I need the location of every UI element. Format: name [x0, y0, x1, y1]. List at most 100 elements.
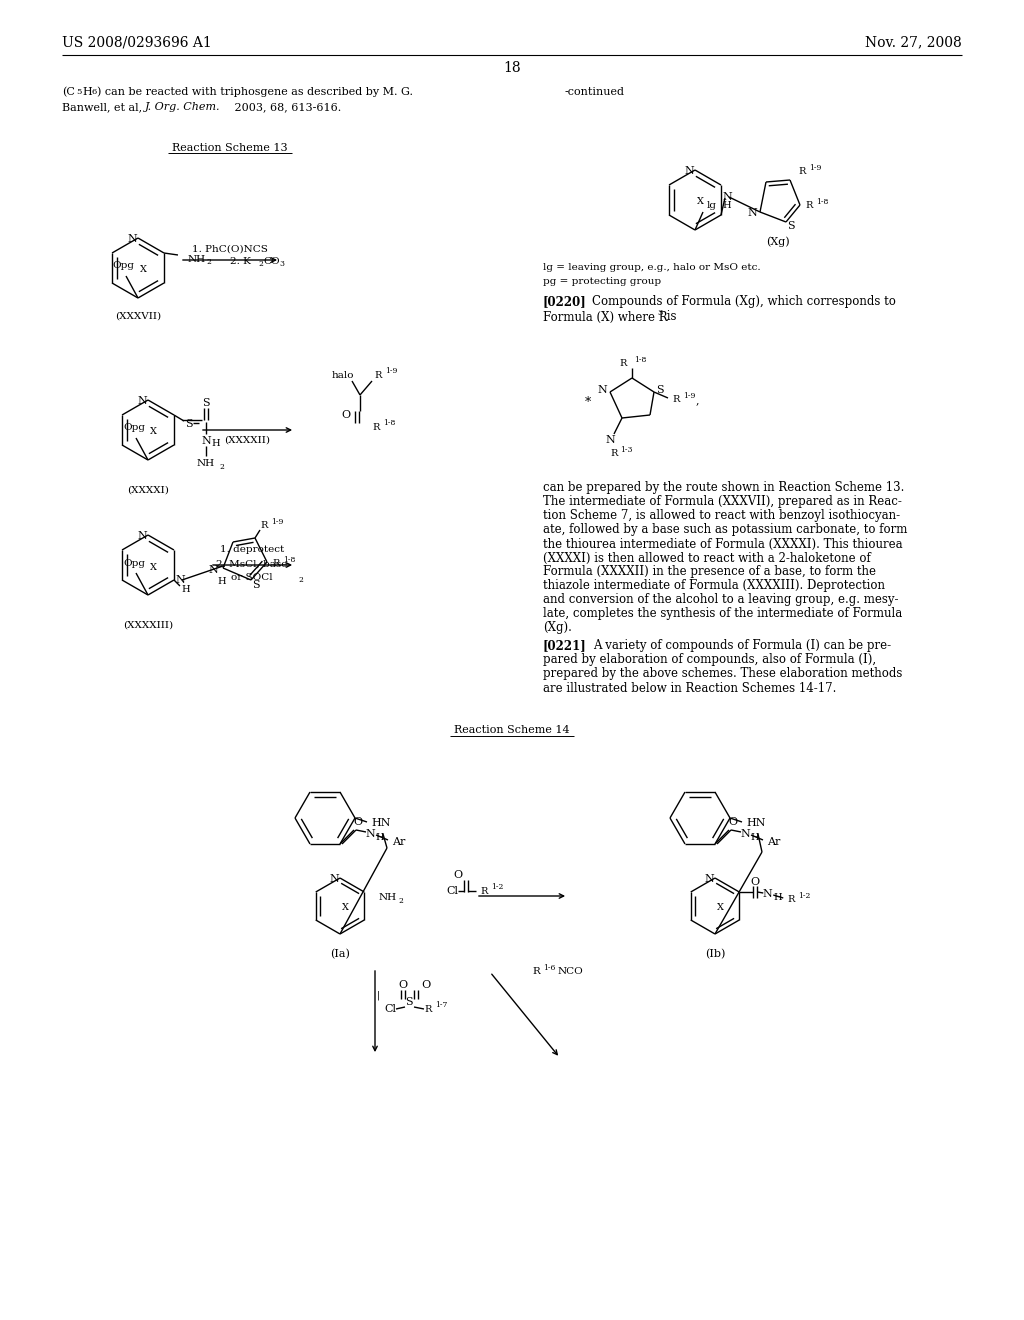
- Text: Compounds of Formula (Xg), which corresponds to: Compounds of Formula (Xg), which corresp…: [592, 296, 896, 309]
- Text: S: S: [252, 579, 260, 590]
- Text: tion Scheme 7, is allowed to react with benzoyl isothiocyan-: tion Scheme 7, is allowed to react with …: [543, 510, 900, 523]
- Text: ,: ,: [696, 395, 699, 405]
- Text: 1-8: 1-8: [816, 198, 828, 206]
- Text: 1-8: 1-8: [634, 356, 646, 364]
- Text: -continued: -continued: [565, 87, 625, 96]
- Text: R: R: [787, 895, 795, 904]
- Text: US 2008/0293696 A1: US 2008/0293696 A1: [62, 36, 212, 49]
- Text: N: N: [137, 396, 146, 407]
- Text: ate, followed by a base such as potassium carbonate, to form: ate, followed by a base such as potassiu…: [543, 524, 907, 536]
- Text: lg = leaving group, e.g., halo or MsO etc.: lg = leaving group, e.g., halo or MsO et…: [543, 264, 761, 272]
- Text: HN: HN: [746, 818, 766, 828]
- Text: 1-7: 1-7: [435, 1001, 447, 1008]
- Text: N: N: [605, 436, 614, 445]
- Text: late, completes the synthesis of the intermediate of Formula: late, completes the synthesis of the int…: [543, 607, 902, 620]
- Text: N: N: [763, 888, 772, 899]
- Text: O: O: [751, 876, 760, 887]
- Text: 2. MsCl, base: 2. MsCl, base: [216, 560, 288, 569]
- Text: 2: 2: [206, 257, 211, 267]
- Text: 1-9: 1-9: [271, 517, 284, 525]
- Text: CO: CO: [263, 257, 280, 267]
- Text: [0221]: [0221]: [543, 639, 587, 652]
- Text: N: N: [705, 874, 714, 884]
- Text: R: R: [610, 450, 617, 458]
- Text: 3: 3: [279, 260, 284, 268]
- Text: R: R: [260, 521, 267, 531]
- Text: X: X: [139, 265, 146, 275]
- Text: O: O: [341, 411, 350, 420]
- Text: 5: 5: [76, 88, 81, 96]
- Text: N: N: [175, 576, 185, 585]
- Text: 6: 6: [91, 88, 96, 96]
- Text: 2: 2: [398, 898, 403, 906]
- Text: 1-9: 1-9: [809, 164, 821, 172]
- Text: 2: 2: [219, 463, 224, 471]
- Text: N: N: [137, 531, 146, 541]
- Text: Opg: Opg: [123, 558, 145, 568]
- Text: H: H: [218, 578, 226, 586]
- Text: [0220]: [0220]: [543, 296, 587, 309]
- Text: 1-2: 1-2: [490, 883, 504, 891]
- Text: 2: 2: [298, 576, 303, 583]
- Text: (Xg): (Xg): [766, 236, 790, 247]
- Text: the thiourea intermediate of Formula (XXXXI). This thiourea: the thiourea intermediate of Formula (XX…: [543, 537, 902, 550]
- Text: Reaction Scheme 14: Reaction Scheme 14: [455, 725, 569, 735]
- Text: (C: (C: [62, 87, 75, 98]
- Text: 1-9: 1-9: [385, 367, 397, 375]
- Text: R: R: [374, 371, 381, 380]
- Text: Nov. 27, 2008: Nov. 27, 2008: [865, 36, 962, 49]
- Text: O: O: [728, 817, 737, 828]
- Text: 2003, 68, 613-616.: 2003, 68, 613-616.: [231, 102, 341, 112]
- Text: N: N: [597, 385, 607, 395]
- Text: (Ia): (Ia): [330, 949, 350, 960]
- Text: are illustrated below in Reaction Schemes 14-17.: are illustrated below in Reaction Scheme…: [543, 681, 837, 694]
- Text: ) can be reacted with triphosgene as described by M. G.: ) can be reacted with triphosgene as des…: [97, 87, 413, 98]
- Text: or SOCl: or SOCl: [231, 573, 272, 582]
- Text: lg: lg: [707, 202, 717, 210]
- Text: Opg: Opg: [123, 424, 145, 433]
- Text: S: S: [185, 418, 193, 429]
- Text: 1-2: 1-2: [799, 892, 811, 900]
- Text: pg = protecting group: pg = protecting group: [543, 277, 662, 286]
- Text: |: |: [377, 990, 380, 999]
- Text: O: O: [454, 870, 463, 880]
- Text: 1-8: 1-8: [283, 556, 295, 564]
- Text: Reaction Scheme 13: Reaction Scheme 13: [172, 143, 288, 153]
- Text: H: H: [212, 440, 220, 449]
- Text: N: N: [201, 436, 211, 446]
- Text: H: H: [376, 833, 384, 842]
- Text: *: *: [585, 396, 591, 408]
- Text: S: S: [787, 220, 795, 231]
- Text: N: N: [740, 829, 750, 840]
- Text: X: X: [341, 903, 348, 912]
- Text: Cl: Cl: [446, 886, 458, 896]
- Text: pared by elaboration of compounds, also of Formula (I),: pared by elaboration of compounds, also …: [543, 653, 877, 667]
- Text: (XXXXI) is then allowed to react with a 2-haloketone of: (XXXXI) is then allowed to react with a …: [543, 552, 870, 565]
- Text: halo: halo: [332, 371, 354, 380]
- Text: prepared by the above schemes. These elaboration methods: prepared by the above schemes. These ela…: [543, 668, 902, 681]
- Text: R: R: [672, 396, 679, 404]
- Text: R: R: [620, 359, 627, 368]
- Text: Opg: Opg: [112, 261, 134, 271]
- Text: N: N: [748, 209, 757, 218]
- Text: The intermediate of Formula (XXXVII), prepared as in Reac-: The intermediate of Formula (XXXVII), pr…: [543, 495, 902, 508]
- Text: (XXXXII): (XXXXII): [224, 436, 270, 445]
- Text: X: X: [696, 198, 703, 206]
- Text: H: H: [751, 833, 760, 842]
- Text: R: R: [480, 887, 487, 895]
- Text: Formula (XXXXII) in the presence of a base, to form the: Formula (XXXXII) in the presence of a ba…: [543, 565, 876, 578]
- Text: N: N: [722, 191, 732, 202]
- Text: Formula (X) where R: Formula (X) where R: [543, 310, 668, 323]
- Text: R: R: [272, 560, 280, 569]
- Text: 1. PhC(O)NCS: 1. PhC(O)NCS: [193, 244, 268, 253]
- Text: and conversion of the alcohol to a leaving group, e.g. mesy-: and conversion of the alcohol to a leavi…: [543, 594, 898, 606]
- Text: NCO: NCO: [558, 968, 584, 977]
- Text: NH: NH: [378, 894, 396, 903]
- Text: 2: 2: [258, 260, 263, 268]
- Text: 3: 3: [657, 309, 663, 317]
- Text: S: S: [406, 997, 413, 1007]
- Text: Ar: Ar: [392, 837, 406, 847]
- Text: N: N: [127, 234, 137, 244]
- Text: (XXXXIII): (XXXXIII): [123, 620, 173, 630]
- Text: A variety of compounds of Formula (I) can be pre-: A variety of compounds of Formula (I) ca…: [593, 639, 891, 652]
